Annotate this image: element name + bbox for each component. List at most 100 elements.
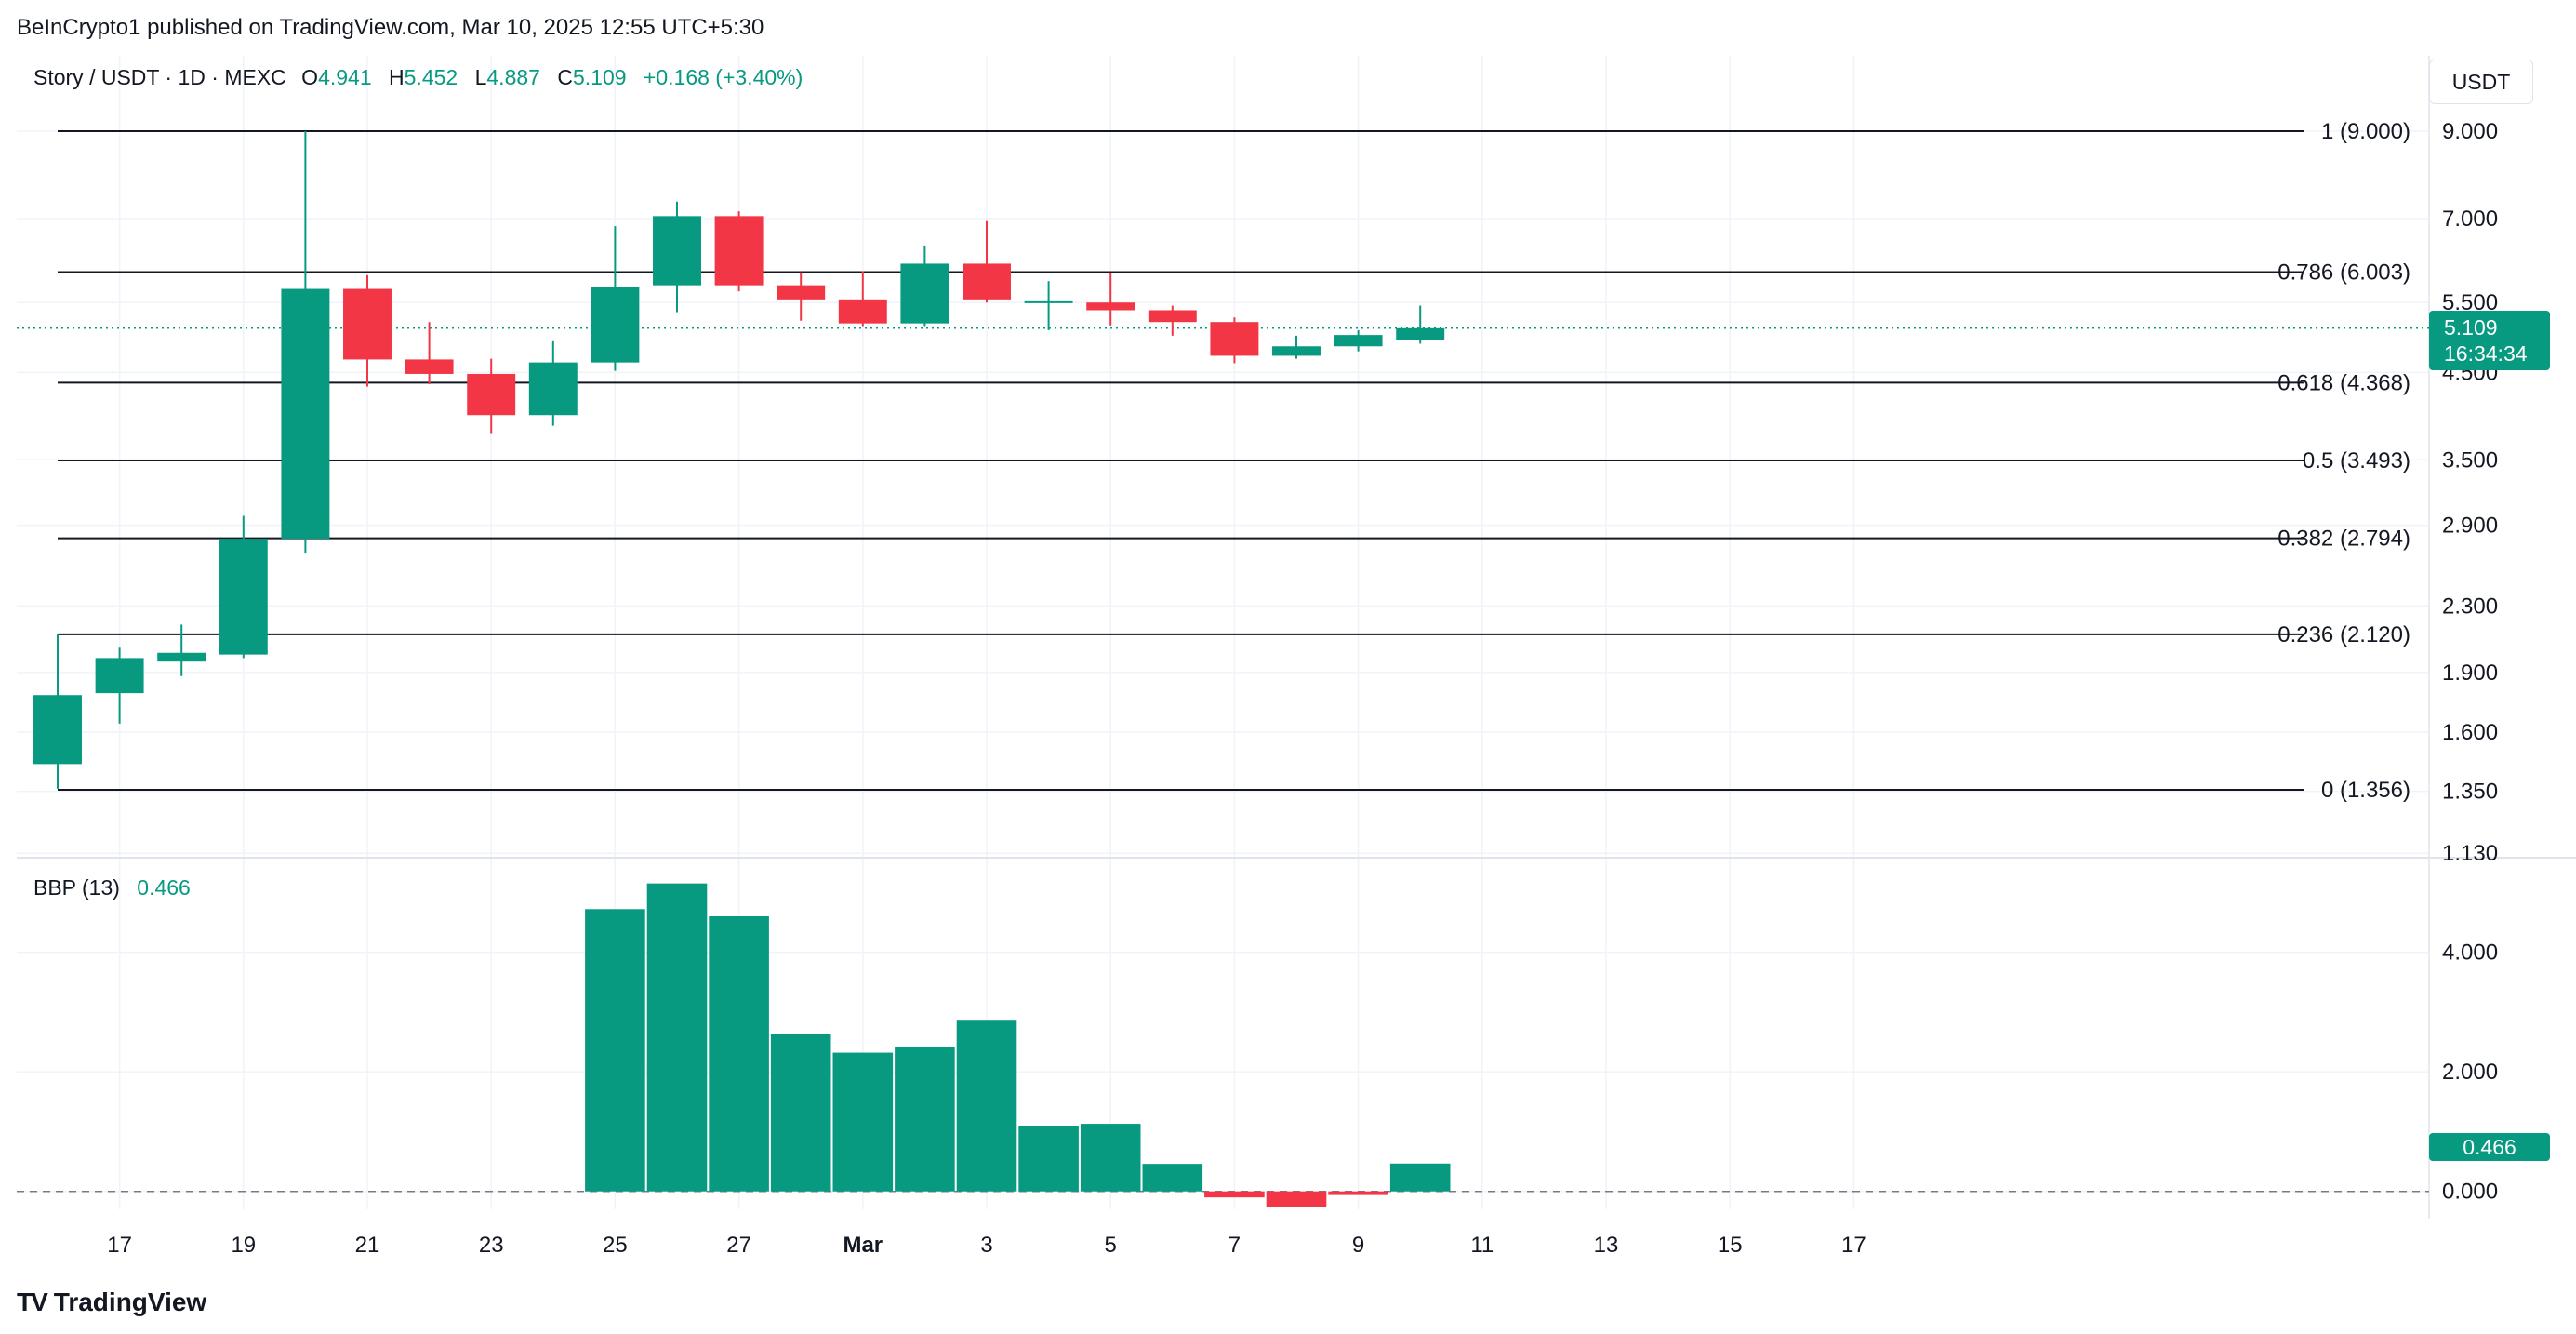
- candle-body: [963, 263, 1011, 299]
- x-axis-tick-label: 15: [1718, 1233, 1743, 1258]
- fib-level-label: 0.5 (3.493): [2303, 448, 2410, 474]
- candle-body: [1210, 322, 1258, 355]
- x-axis-tick-label: 23: [479, 1233, 504, 1258]
- candle-body: [157, 653, 206, 661]
- candle: [219, 515, 268, 658]
- candle: [900, 246, 949, 327]
- symbol-legend[interactable]: Story / USDT · 1D · MEXC O4.941 H5.452 L…: [33, 65, 803, 90]
- candle: [96, 647, 144, 724]
- price-badge-value: 5.109: [2444, 314, 2550, 340]
- price-axis-tick-label: 1.600: [2442, 720, 2498, 745]
- fib-level-label: 0.382 (2.794): [2277, 527, 2410, 552]
- x-axis-tick-label: 17: [1841, 1233, 1866, 1258]
- price-axis-tick-label: 2.900: [2442, 514, 2498, 539]
- close-value: 5.109: [573, 65, 627, 89]
- indicator-badge: 0.466: [2429, 1133, 2550, 1161]
- candle: [777, 273, 825, 321]
- bbp-bar: [1018, 1126, 1079, 1192]
- bbp-bar: [895, 1047, 955, 1192]
- candle-body: [96, 658, 144, 693]
- candle: [343, 275, 392, 387]
- bbp-axis-tick-label: 0.000: [2442, 1180, 2498, 1205]
- candle: [1086, 273, 1135, 326]
- candle: [715, 211, 764, 291]
- candle: [1025, 281, 1073, 330]
- price-badge: 5.109 16:34:34: [2429, 311, 2550, 370]
- x-axis-tick-label: 11: [1470, 1233, 1494, 1258]
- price-axis-tick-label: 3.500: [2442, 447, 2498, 473]
- candle: [1149, 306, 1197, 336]
- currency-button[interactable]: USDT: [2429, 60, 2533, 104]
- x-axis-tick-label: Mar: [843, 1233, 883, 1258]
- fib-level-label: 0.618 (4.368): [2277, 370, 2410, 395]
- fib-level-label: 0.786 (6.003): [2277, 260, 2410, 285]
- x-axis-tick-label: 13: [1594, 1233, 1619, 1258]
- x-axis-tick-label: 7: [1228, 1233, 1241, 1258]
- bbp-bar: [585, 909, 645, 1191]
- bbp-axis-tick-label: 2.000: [2442, 1060, 2498, 1085]
- candle-body: [467, 374, 515, 415]
- candle: [1210, 317, 1258, 363]
- price-axis-tick-label: 9.000: [2442, 119, 2498, 144]
- bbp-bar: [647, 884, 708, 1192]
- candle-body: [777, 286, 825, 300]
- tradingview-logo-text: TradingView: [54, 1287, 206, 1316]
- candle-body: [33, 695, 82, 764]
- bbp-bar: [1204, 1192, 1265, 1197]
- x-axis-tick-label: 27: [726, 1233, 751, 1258]
- price-axis-tick-label: 1.900: [2442, 660, 2498, 686]
- candle: [653, 202, 701, 313]
- candle: [405, 322, 454, 384]
- bbp-bar: [957, 1020, 1017, 1192]
- price-badge-countdown: 16:34:34: [2444, 340, 2550, 367]
- indicator-legend[interactable]: BBP (13) 0.466: [33, 875, 191, 900]
- candle-body: [405, 359, 454, 374]
- candle-body: [591, 287, 639, 363]
- indicator-name[interactable]: BBP (13): [33, 875, 120, 900]
- bbp-axis-tick-label: 4.000: [2442, 940, 2498, 966]
- publisher-line: BeInCrypto1 published on TradingView.com…: [17, 15, 764, 41]
- low-value: 4.887: [486, 65, 540, 89]
- candle: [1272, 336, 1321, 359]
- high-label: H: [389, 65, 405, 89]
- candle-body: [839, 300, 887, 324]
- candle: [467, 359, 515, 434]
- candle: [529, 341, 578, 426]
- fib-level-label: 0 (1.356): [2321, 778, 2410, 803]
- tradingview-logo-icon: TV: [17, 1287, 46, 1316]
- candle-body: [1334, 335, 1383, 346]
- price-axis-tick-label: 1.130: [2442, 841, 2498, 866]
- candle-body: [281, 289, 329, 540]
- close-label: C: [557, 65, 573, 89]
- candle-body: [1272, 346, 1321, 355]
- candle: [839, 271, 887, 326]
- candle-body: [529, 363, 578, 416]
- bbp-bar: [1081, 1124, 1141, 1192]
- x-axis-tick-label: 5: [1105, 1233, 1117, 1258]
- tradingview-logo[interactable]: TV TradingView: [17, 1287, 206, 1317]
- candle: [1334, 330, 1383, 352]
- symbol-name[interactable]: Story / USDT · 1D · MEXC: [33, 65, 286, 89]
- price-axis-tick-label: 2.300: [2442, 594, 2498, 619]
- x-axis-tick-label: 21: [355, 1233, 380, 1258]
- candle-body: [1086, 302, 1135, 310]
- fib-level-label: 1 (9.000): [2321, 119, 2410, 144]
- x-axis-tick-label: 17: [107, 1233, 132, 1258]
- price-axis-tick-label: 7.000: [2442, 207, 2498, 232]
- open-value: 4.941: [318, 65, 372, 89]
- x-axis-tick-label: 9: [1352, 1233, 1364, 1258]
- candle-body: [343, 289, 392, 360]
- candle: [1396, 306, 1444, 344]
- bbp-bar: [1390, 1164, 1451, 1192]
- bbp-bar: [833, 1053, 894, 1192]
- open-label: O: [301, 65, 318, 89]
- candle-body: [1396, 328, 1444, 340]
- high-value: 5.452: [405, 65, 458, 89]
- bbp-bar: [771, 1034, 831, 1192]
- bbp-bar: [1143, 1164, 1203, 1192]
- candle: [33, 634, 82, 789]
- x-axis-tick-label: 19: [231, 1233, 256, 1258]
- fib-level-label: 0.236 (2.120): [2277, 622, 2410, 647]
- candle-body: [653, 216, 701, 285]
- chart-canvas[interactable]: 1 (9.000) 0.786 (6.003) 0.618 (4.368) 0.5 (…: [0, 0, 2576, 1334]
